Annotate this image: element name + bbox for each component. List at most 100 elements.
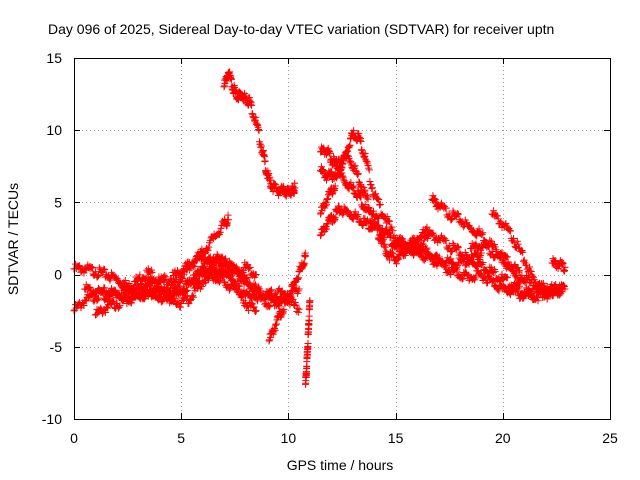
data-point xyxy=(552,288,560,296)
trace-marker xyxy=(350,162,358,170)
trace-marker xyxy=(213,250,221,258)
trace-marker xyxy=(379,211,387,219)
trace-marker xyxy=(375,221,383,229)
trace-marker xyxy=(348,183,356,191)
trace-marker xyxy=(110,297,118,305)
trace-marker xyxy=(88,264,96,272)
axis-ticks xyxy=(74,58,611,420)
trace-marker xyxy=(357,182,365,190)
trace-marker xyxy=(357,193,365,201)
trace-marker xyxy=(135,292,143,300)
trace-marker xyxy=(497,218,505,226)
trace-marker xyxy=(454,210,462,218)
trace-marker xyxy=(539,279,547,287)
trace-marker xyxy=(453,211,461,219)
trace-marker xyxy=(483,278,491,286)
trace-marker xyxy=(549,291,557,299)
trace-marker xyxy=(219,254,227,262)
trace-marker xyxy=(380,234,388,242)
trace-marker xyxy=(175,278,183,286)
trace-marker xyxy=(229,276,237,284)
trace-marker xyxy=(354,171,362,179)
trace-marker xyxy=(271,289,279,297)
trace-marker xyxy=(355,130,363,138)
trace-marker xyxy=(361,149,369,157)
trace-marker xyxy=(151,287,159,295)
trace-marker xyxy=(363,219,371,227)
x-tick-label: 25 xyxy=(602,430,618,446)
trace-marker xyxy=(245,265,253,273)
trace-marker xyxy=(389,253,397,261)
series-arc9 xyxy=(302,297,314,388)
trace-marker xyxy=(100,265,108,273)
trace-marker xyxy=(111,273,119,281)
data-point xyxy=(220,278,228,286)
trace-marker xyxy=(255,285,263,293)
series-arc12 xyxy=(317,127,432,254)
x-tick-label: 5 xyxy=(177,430,185,446)
trace-marker xyxy=(398,240,406,248)
trace-marker xyxy=(339,160,347,168)
trace-marker xyxy=(176,303,184,311)
trace-marker xyxy=(251,307,259,315)
trace-marker xyxy=(483,279,491,287)
trace-marker xyxy=(81,296,89,304)
trace-marker xyxy=(549,292,557,300)
trace-marker xyxy=(367,181,375,189)
trace-marker xyxy=(516,267,524,275)
trace-marker xyxy=(454,243,462,251)
trace-marker xyxy=(522,292,530,300)
trace-marker xyxy=(323,225,331,233)
trace-marker xyxy=(502,220,510,228)
trace-marker xyxy=(287,288,295,296)
trace-marker xyxy=(280,306,288,314)
trace-marker xyxy=(390,252,398,260)
trace-marker xyxy=(363,158,371,166)
trace-marker xyxy=(294,287,302,295)
trace-marker xyxy=(179,274,187,282)
trace-marker xyxy=(185,299,193,307)
trace-marker xyxy=(393,242,401,250)
trace-marker xyxy=(423,244,431,252)
trace-marker xyxy=(323,176,331,184)
trace-marker xyxy=(173,299,181,307)
trace-marker xyxy=(447,248,455,256)
trace-marker xyxy=(98,287,106,295)
trace-marker xyxy=(251,307,259,315)
series-arc7 xyxy=(265,249,310,345)
trace-marker xyxy=(225,286,233,294)
trace-marker xyxy=(291,179,299,187)
series-arc17 xyxy=(488,207,560,300)
trace-marker xyxy=(72,304,80,312)
trace-marker xyxy=(359,221,367,229)
trace-marker xyxy=(490,254,498,262)
trace-marker xyxy=(164,291,172,299)
trace-marker xyxy=(271,326,279,334)
trace-marker xyxy=(524,286,532,294)
trace-marker xyxy=(558,283,566,291)
trace-marker xyxy=(354,170,362,178)
trace-marker xyxy=(212,259,220,267)
trace-marker xyxy=(335,171,343,179)
trace-marker xyxy=(514,264,522,272)
trace-marker xyxy=(267,287,275,295)
trace-marker xyxy=(552,284,560,292)
trace-marker xyxy=(458,275,466,283)
trace-marker xyxy=(215,268,223,276)
trace-marker xyxy=(250,280,258,288)
trace-marker xyxy=(386,233,394,241)
trace-marker xyxy=(483,241,491,249)
chart-title: Day 096 of 2025, Sidereal Day-to-day VTE… xyxy=(48,21,554,37)
trace-marker xyxy=(395,236,403,244)
trace-marker xyxy=(372,190,380,198)
trace-marker xyxy=(376,200,384,208)
trace-marker xyxy=(273,292,281,300)
trace-marker xyxy=(497,250,505,258)
trace-marker xyxy=(303,370,311,378)
trace-marker xyxy=(284,296,292,304)
trace-marker xyxy=(375,196,383,204)
trace-marker xyxy=(351,162,359,170)
trace-marker xyxy=(293,307,301,315)
trace-marker xyxy=(207,264,215,272)
trace-marker xyxy=(190,274,198,282)
